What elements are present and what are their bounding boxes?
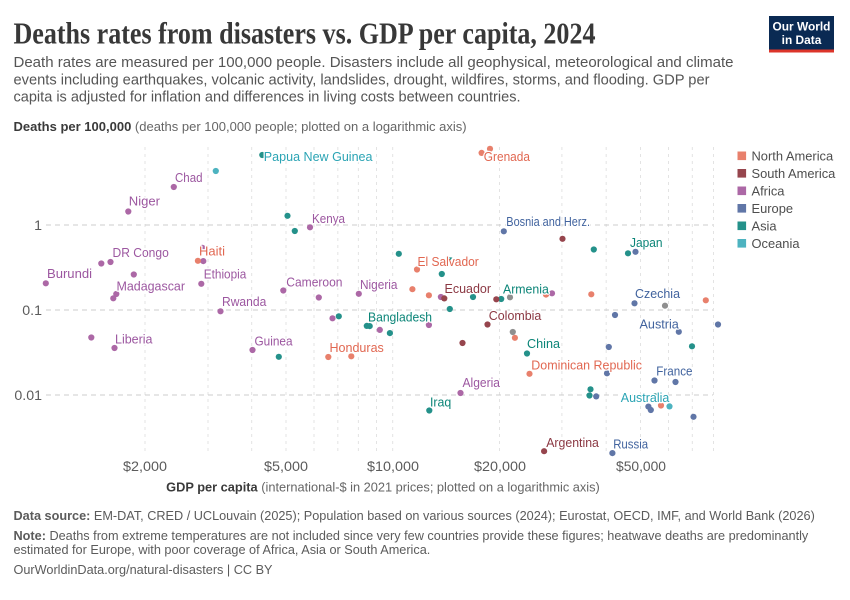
svg-text:Note: Deaths from extreme temp: Note: Deaths from extreme temperatures a… [14,529,809,543]
svg-text:estimated for Europe, with poo: estimated for Europe, with poor coverage… [14,543,431,557]
svg-text:Russia: Russia [613,437,648,452]
svg-text:Oceania: Oceania [752,236,801,251]
svg-text:OurWorldinData.org/natural-dis: OurWorldinData.org/natural-disasters | C… [14,563,274,577]
svg-text:$2,000: $2,000 [123,459,167,474]
svg-text:events including earthquakes,: events including earthquakes, volcanic a… [14,72,710,88]
svg-text:GDP per capita (international-: GDP per capita (international-$ in 2021 … [166,480,600,495]
svg-text:Death rates are measured per 1: Death rates are measured per 100,000 peo… [14,55,734,71]
svg-text:Bosnia and Herz.: Bosnia and Herz. [506,214,590,229]
svg-text:Guinea: Guinea [255,334,294,349]
svg-text:$10,000: $10,000 [367,459,419,474]
svg-text:France: France [656,364,692,379]
svg-text:Grenada: Grenada [484,149,531,164]
svg-text:Deaths per 100,000 (deaths per: Deaths per 100,000 (deaths per 100,000 p… [14,119,467,134]
svg-text:Niger: Niger [129,194,161,209]
svg-text:Papua New Guinea: Papua New Guinea [264,149,373,164]
svg-text:$5,000: $5,000 [264,459,308,474]
svg-text:Cameroon: Cameroon [286,275,342,290]
svg-text:$50,000: $50,000 [616,459,666,474]
svg-text:0.01: 0.01 [14,388,42,404]
svg-text:Czechia: Czechia [635,286,681,301]
svg-text:China: China [527,336,561,351]
svg-text:Australia: Australia [621,390,670,405]
svg-text:Chad: Chad [175,170,203,185]
svg-text:in Data: in Data [782,33,822,47]
svg-text:Armenia: Armenia [503,282,549,297]
svg-text:Deaths rates from disasters vs: Deaths rates from disasters vs. GDP per … [14,16,596,51]
svg-text:Kenya: Kenya [312,211,346,226]
svg-text:Honduras: Honduras [330,340,385,355]
svg-text:El Salvador: El Salvador [418,254,480,269]
svg-text:South America: South America [752,166,837,181]
svg-text:Madagascar: Madagascar [117,279,186,294]
svg-text:0.1: 0.1 [22,303,42,319]
svg-text:Austria: Austria [640,317,680,332]
svg-text:Algeria: Algeria [463,375,501,390]
svg-text:Europe: Europe [752,201,794,216]
svg-text:Haiti: Haiti [199,244,225,259]
svg-text:DR Congo: DR Congo [113,245,169,260]
svg-text:Liberia: Liberia [115,332,153,347]
svg-text:Rwanda: Rwanda [222,294,267,309]
svg-text:Colombia: Colombia [489,308,542,323]
svg-text:Burundi: Burundi [47,266,92,281]
svg-text:Iraq: Iraq [430,395,451,410]
svg-text:North America: North America [752,149,834,164]
svg-text:Bangladesh: Bangladesh [368,310,432,325]
svg-text:$20,000: $20,000 [474,459,526,474]
svg-text:Africa: Africa [752,184,786,199]
svg-text:Ethiopia: Ethiopia [204,267,247,282]
svg-text:Dominican Republic: Dominican Republic [531,358,642,373]
svg-text:Asia: Asia [752,219,778,234]
svg-text:Nigeria: Nigeria [360,277,398,292]
svg-text:Ecuador: Ecuador [445,281,492,296]
svg-text:Argentina: Argentina [546,435,599,450]
svg-text:1: 1 [34,218,42,234]
svg-text:capita is adjusted for inflati: capita is adjusted for inflation and dif… [14,90,521,106]
svg-text:Japan: Japan [630,235,663,250]
svg-text:Our World: Our World [773,20,831,34]
svg-text:Data source: EM-DAT, CRED / UC: Data source: EM-DAT, CRED / UCLouvain (2… [14,509,815,523]
